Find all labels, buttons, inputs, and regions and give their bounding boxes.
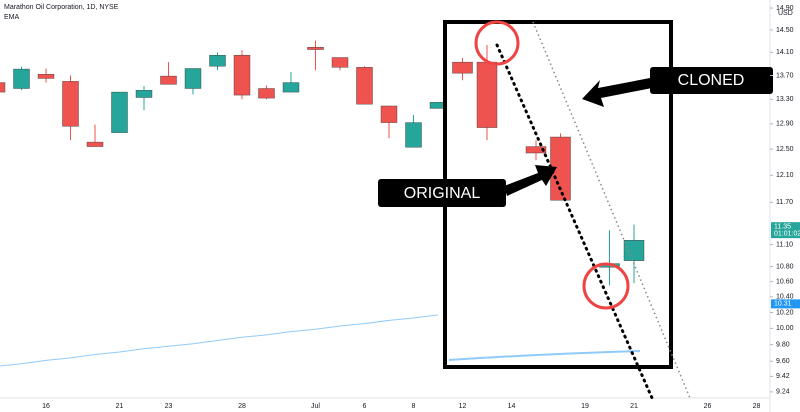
highlight-circle [582, 262, 630, 310]
y-tick-label: 9.80 [776, 341, 790, 348]
y-tick-label: 12.50 [776, 146, 794, 153]
price-label-box [771, 222, 800, 239]
y-tick-label: 9.42 [776, 373, 790, 380]
indicator-label: EMA [4, 14, 20, 21]
x-tick-label: 26 [704, 403, 712, 410]
candle-body [452, 61, 473, 74]
candle-body [258, 88, 275, 99]
x-tick-label: 19 [581, 403, 589, 410]
x-tick-label: 28 [238, 403, 246, 410]
box-candles [452, 45, 645, 286]
symbol-title: Marathon Oil Corporation, 1D, NYSE [4, 4, 119, 11]
cloned-label-box [650, 67, 773, 94]
y-tick-label: 11.10 [776, 241, 793, 248]
candle-body [623, 240, 645, 261]
candle-body [356, 67, 373, 105]
x-tick-label: 14 [508, 403, 516, 410]
candle-body [307, 47, 324, 50]
x-tick-label: 21 [630, 403, 638, 410]
y-tick-label: 9.24 [776, 389, 790, 396]
x-tick-label: 23 [165, 403, 173, 410]
y-tick-label: 12.10 [776, 172, 794, 179]
price-countdown: 01:01:02 [774, 231, 800, 238]
y-tick-label: 11.70 [776, 199, 793, 206]
candle-body [331, 57, 349, 68]
box-ema-line [448, 350, 641, 361]
cloned-trend-line [532, 21, 691, 399]
candle-body [405, 122, 422, 148]
original-label-box [378, 179, 506, 207]
price-label: 10.31 [774, 301, 792, 308]
original-arrow [504, 165, 557, 196]
candle-body [525, 146, 547, 154]
y-tick-label: 10.40 [776, 294, 794, 301]
price-label-box [771, 299, 800, 309]
price-label: 11.35 [774, 224, 791, 231]
y-tick-label: 10.60 [776, 278, 794, 285]
highlight-circle [474, 20, 520, 66]
y-tick-label: 9.60 [776, 358, 790, 365]
candle-body [135, 90, 153, 98]
candle-body [380, 105, 398, 123]
candle-body [37, 74, 55, 79]
y-tick-label: 10.00 [776, 325, 794, 332]
y-tick-label: 14.10 [776, 49, 794, 56]
original-trend-line [495, 43, 654, 400]
candle-body [0, 82, 6, 93]
ema-line [0, 314, 439, 367]
candle-body [476, 61, 498, 128]
x-tick-label: 8 [412, 403, 416, 410]
plot-area [0, 40, 447, 367]
currency-label: USD [778, 10, 793, 17]
candle-body [13, 68, 30, 89]
x-tick-label: 21 [116, 403, 124, 410]
candle-body [209, 55, 226, 67]
x-tick-label: 28 [753, 403, 761, 410]
y-tick-label: 10.80 [776, 263, 794, 270]
candle-body [184, 68, 202, 89]
candle-body [233, 55, 251, 96]
candle-body [282, 82, 300, 93]
candle-body [111, 91, 128, 133]
y-tick-label: 13.30 [776, 96, 794, 103]
candle-body [160, 75, 177, 85]
x-tick-label: 6 [363, 403, 367, 410]
y-tick-label: 14.50 [776, 27, 794, 34]
x-tick-label: 12 [459, 403, 467, 410]
x-tick-label: Jul [311, 403, 320, 410]
y-tick-label: 13.70 [776, 72, 794, 79]
candle-body [86, 141, 104, 147]
candle-body [62, 81, 79, 127]
y-tick-label: 12.90 [776, 121, 794, 128]
y-tick-label: 14.90 [776, 5, 794, 12]
cloned-label: CLONED [678, 72, 745, 89]
cloned-arrow [582, 78, 652, 107]
x-tick-label: 16 [42, 403, 50, 410]
original-label: ORIGINAL [404, 185, 481, 202]
y-tick-label: 10.20 [776, 309, 794, 316]
